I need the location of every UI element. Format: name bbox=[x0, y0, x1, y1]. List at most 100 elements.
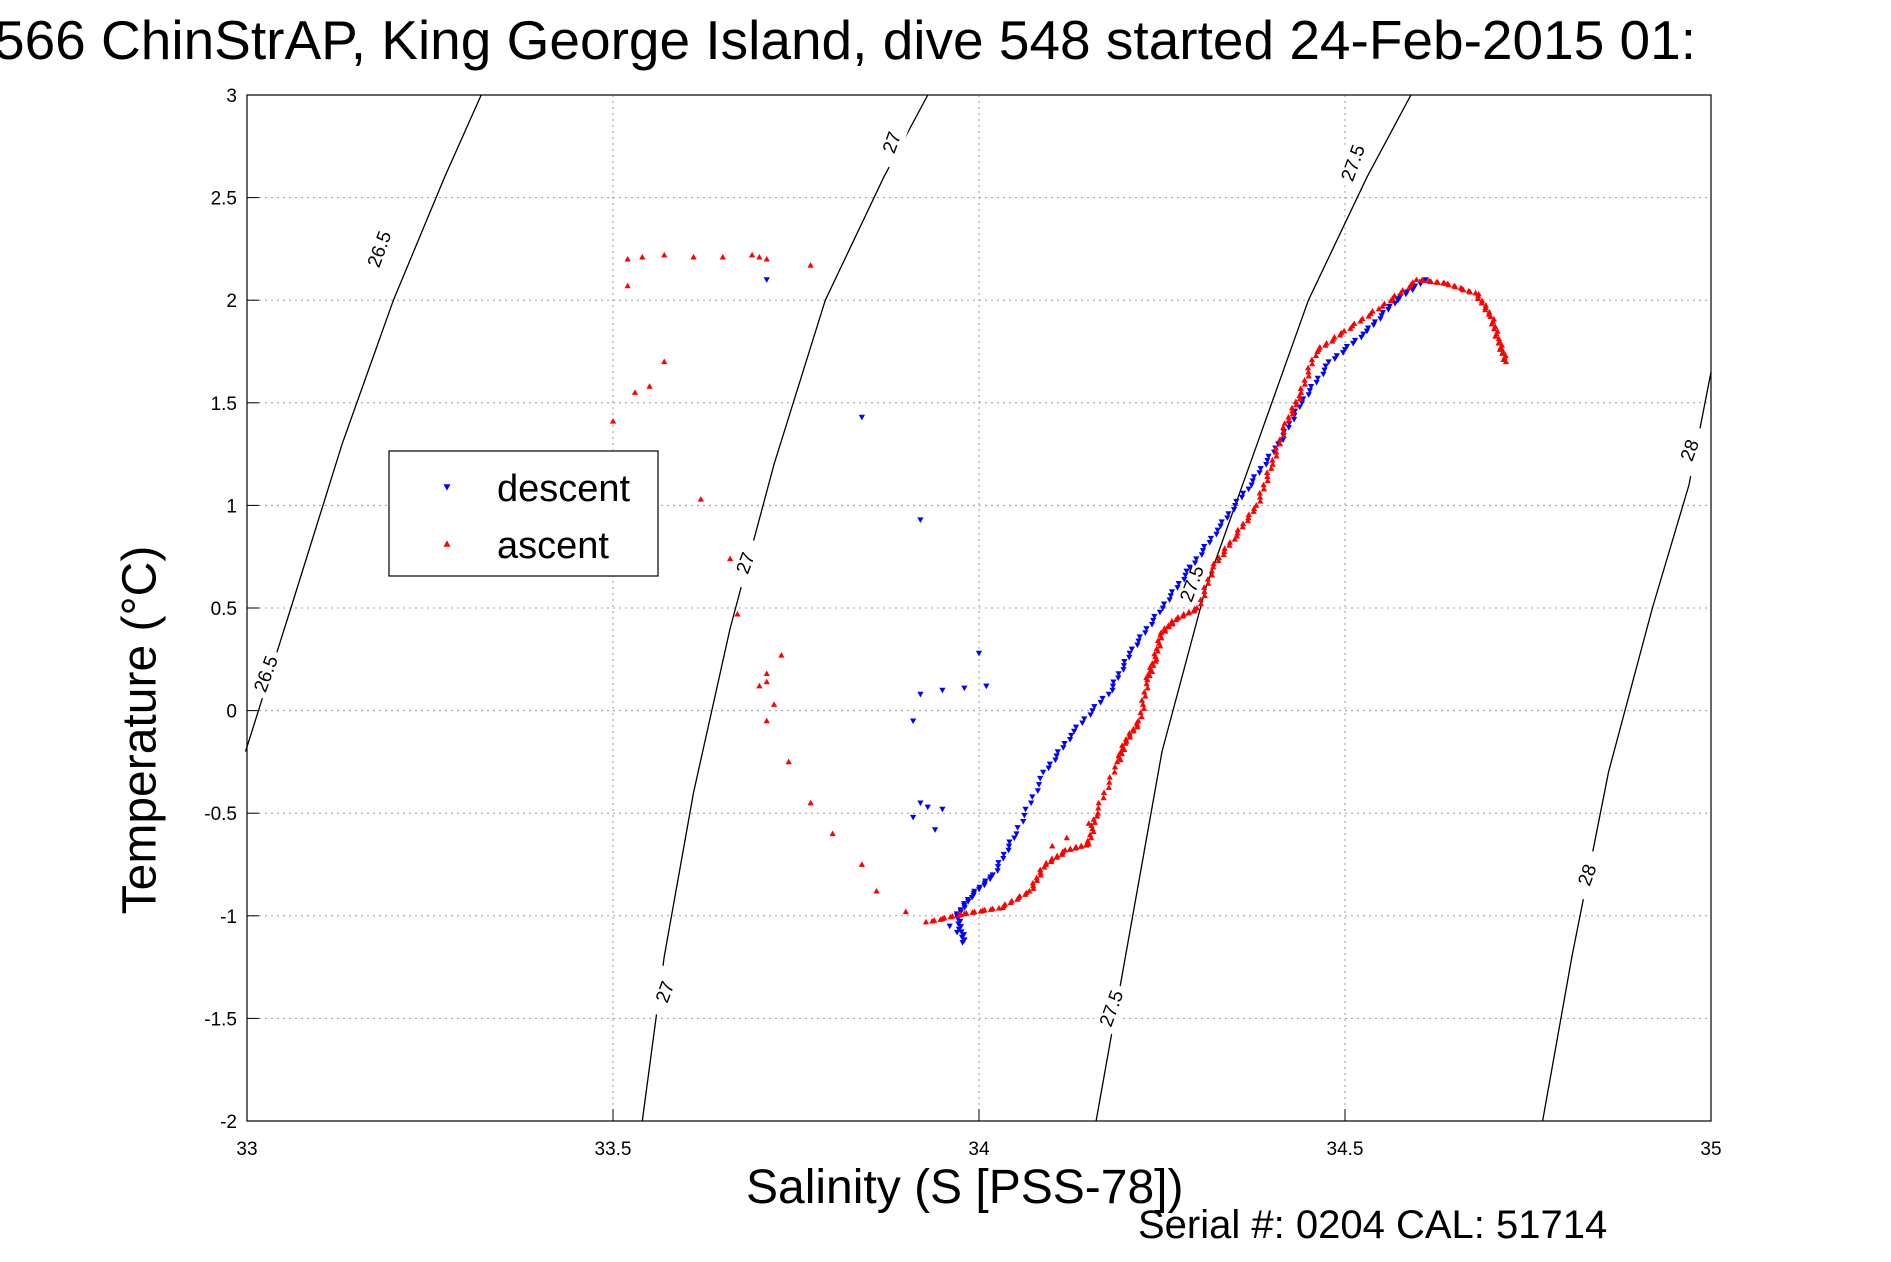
descent-point bbox=[931, 827, 939, 833]
ascent-point bbox=[1048, 855, 1056, 862]
ascent-point bbox=[1281, 420, 1288, 426]
ascent-point bbox=[1197, 600, 1205, 607]
descent-point bbox=[1068, 732, 1075, 739]
ascent-point bbox=[1201, 588, 1208, 594]
ascent-point bbox=[770, 701, 778, 707]
ascent-point bbox=[1215, 554, 1223, 561]
ascent-point bbox=[1084, 837, 1091, 844]
legend-marker-ascent bbox=[443, 540, 451, 547]
ascent-point bbox=[1156, 642, 1164, 649]
descent-point bbox=[1014, 825, 1021, 831]
isopycnal-label-bg bbox=[725, 536, 765, 590]
ascent-point bbox=[1205, 580, 1212, 586]
descent-point bbox=[957, 924, 964, 930]
ascent-point bbox=[1316, 344, 1323, 350]
ascent-point bbox=[1111, 768, 1118, 775]
ascent-point bbox=[1280, 432, 1287, 439]
ascent-point bbox=[1460, 286, 1467, 293]
descent-point bbox=[1183, 568, 1190, 575]
ascent-point bbox=[1037, 866, 1044, 873]
ascent-point bbox=[1323, 340, 1330, 346]
ascent-point bbox=[1312, 352, 1320, 358]
ascent-point bbox=[1280, 428, 1287, 434]
ascent-point bbox=[1105, 784, 1112, 790]
ascent-point bbox=[1143, 680, 1150, 687]
x-tick-label: 33 bbox=[236, 1139, 257, 1160]
isopycnal-label-bg bbox=[644, 965, 684, 1019]
ascent-point bbox=[1037, 871, 1044, 878]
ascent-point bbox=[1289, 410, 1296, 417]
ascent-point bbox=[1250, 508, 1257, 514]
ascent-point bbox=[624, 255, 631, 262]
descent-point bbox=[982, 878, 989, 885]
ascent-point bbox=[981, 906, 988, 913]
ascent-point bbox=[1026, 887, 1033, 894]
descent-point bbox=[1040, 769, 1047, 776]
descent-point bbox=[1193, 556, 1200, 562]
isopycnal-label-bg bbox=[871, 115, 911, 169]
descent-point bbox=[1053, 753, 1060, 759]
descent-point bbox=[989, 872, 996, 878]
ascent-point bbox=[1244, 517, 1252, 524]
ascent-point bbox=[1155, 640, 1163, 646]
ascent-point bbox=[1341, 327, 1348, 334]
ascent-point bbox=[1240, 520, 1247, 527]
descent-point bbox=[1079, 720, 1086, 727]
descent-point bbox=[1034, 788, 1041, 794]
ascent-point bbox=[1210, 563, 1217, 570]
descent-point bbox=[1238, 494, 1246, 501]
ascent-point bbox=[1158, 634, 1165, 641]
ascent-point bbox=[1033, 877, 1041, 883]
ascent-point bbox=[971, 908, 978, 915]
descent-point bbox=[1045, 765, 1052, 772]
isopycnal-label: 27.5 bbox=[1332, 136, 1372, 190]
ascent-point bbox=[931, 917, 938, 923]
ascent-point bbox=[1154, 648, 1161, 654]
ascent-point bbox=[1137, 709, 1144, 716]
descent-point bbox=[1331, 356, 1339, 362]
ascent-point bbox=[1221, 548, 1228, 554]
ascent-point bbox=[1100, 789, 1108, 796]
ascent-point bbox=[1054, 852, 1061, 859]
descent-point bbox=[1126, 650, 1133, 657]
ascent-point bbox=[1488, 320, 1495, 327]
descent-point bbox=[1099, 695, 1106, 702]
y-tick-label: -1.5 bbox=[204, 1009, 237, 1030]
ascent-point bbox=[807, 799, 814, 806]
ascent-point bbox=[609, 418, 617, 424]
ascent-point bbox=[1399, 287, 1406, 293]
ascent-point bbox=[1197, 596, 1204, 603]
ascent-point bbox=[1154, 637, 1162, 644]
descent-point bbox=[1054, 749, 1061, 755]
ascent-point bbox=[1331, 333, 1338, 340]
ascent-point bbox=[1499, 350, 1506, 356]
y-tick-label: 0 bbox=[226, 702, 237, 723]
descent-point bbox=[1230, 507, 1238, 513]
ascent-point bbox=[1041, 863, 1048, 870]
descent-point bbox=[946, 923, 953, 930]
ascent-point bbox=[1269, 461, 1276, 467]
descent-point bbox=[1391, 300, 1399, 307]
isopycnal-26.5 bbox=[244, 94, 482, 752]
ascent-point bbox=[1029, 879, 1036, 886]
descent-point bbox=[1021, 812, 1028, 819]
ascent-point bbox=[1407, 281, 1414, 288]
ascent-point bbox=[646, 383, 653, 389]
ascent-point bbox=[1264, 477, 1271, 484]
ascent-point bbox=[1269, 457, 1276, 463]
descent-point bbox=[1250, 474, 1258, 480]
descent-point bbox=[1351, 337, 1359, 344]
descent-point bbox=[1091, 704, 1098, 710]
isopycnal-28 bbox=[1541, 371, 1712, 1122]
ascent-point bbox=[1239, 523, 1246, 530]
isopycnal-label: 26.5 bbox=[245, 647, 285, 701]
descent-point bbox=[1006, 839, 1013, 846]
descent-point bbox=[1191, 560, 1199, 567]
ascent-point bbox=[1285, 413, 1292, 420]
ascent-point bbox=[1495, 340, 1502, 346]
x-tick-label: 34.5 bbox=[1327, 1139, 1364, 1160]
descent-point bbox=[1159, 605, 1166, 612]
ascent-point bbox=[1001, 901, 1009, 907]
descent-point bbox=[917, 800, 924, 807]
